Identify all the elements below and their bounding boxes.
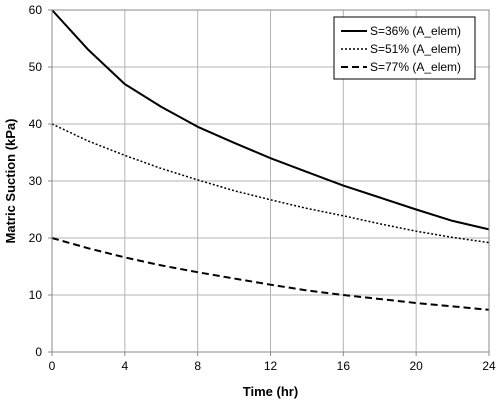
x-tick-label: 4 xyxy=(121,359,128,373)
series-line-1 xyxy=(51,9,490,231)
x-axis-title: Time (hr) xyxy=(243,384,298,399)
x-tick-label: 16 xyxy=(337,359,351,373)
series-line-2 xyxy=(51,123,490,244)
legend-label-2: S=51% (A_elem) xyxy=(370,42,461,56)
x-tick-label: 0 xyxy=(49,359,56,373)
y-tick-label: 40 xyxy=(29,117,43,131)
legend: S=36% (A_elem) S=51% (A_elem) S=77% (A_ele… xyxy=(333,16,476,80)
y-tick-label: 60 xyxy=(29,3,43,17)
series-layer xyxy=(51,9,490,311)
y-axis-title: Matric Suction (kPa) xyxy=(3,119,18,244)
x-tick-label: 8 xyxy=(194,359,201,373)
y-tick-label: 20 xyxy=(29,231,43,245)
x-tick-label: 12 xyxy=(264,359,278,373)
legend-label-1: S=36% (A_elem) xyxy=(370,24,461,38)
plot-area-frame xyxy=(51,9,490,353)
x-tick-label: 24 xyxy=(482,359,496,373)
y-tick-label: 50 xyxy=(29,60,43,74)
y-tick-label: 10 xyxy=(29,288,43,302)
x-tick-label: 20 xyxy=(409,359,423,373)
legend-box xyxy=(333,16,476,80)
y-tick-label: 30 xyxy=(29,174,43,188)
series-line-3 xyxy=(51,237,490,311)
legend-label-3: S=77% (A_elem) xyxy=(370,60,461,74)
tick-labels: 0 4 8 12 16 20 24 0 10 20 30 40 50 60 xyxy=(29,3,496,373)
y-tick-label: 0 xyxy=(35,345,42,359)
